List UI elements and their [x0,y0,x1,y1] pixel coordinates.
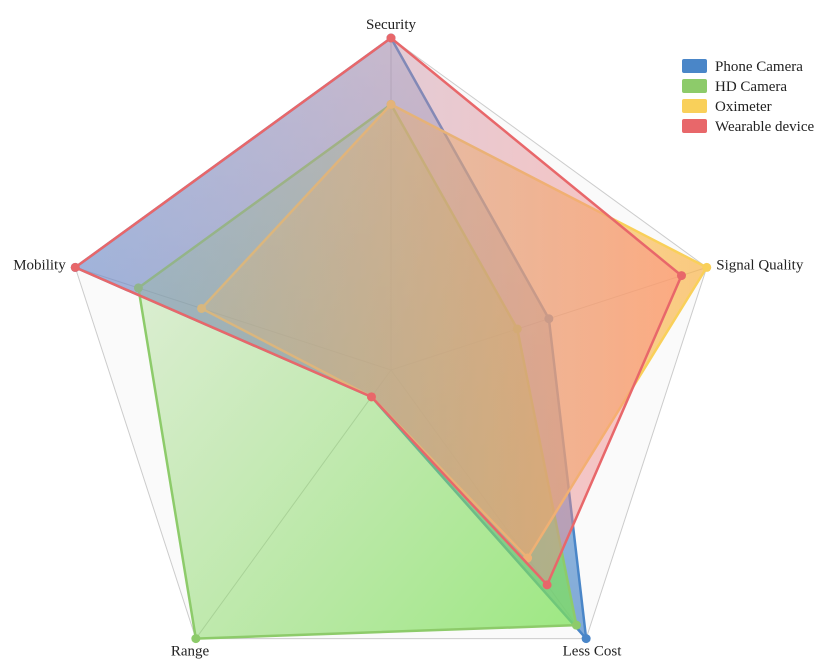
axis-labels: Security Signal Quality Less Cost Range Mobi… [13,17,804,660]
legend-swatch[interactable] [682,79,707,93]
legend-label[interactable]: HD Camera [715,79,787,95]
axis-label: Less Cost [563,644,623,660]
data-point[interactable] [191,634,201,644]
series-layer [70,33,712,644]
data-point[interactable] [571,620,581,630]
axis-label: Mobility [13,257,66,273]
data-point[interactable] [581,634,591,644]
axis-label: Range [171,644,210,660]
data-point[interactable] [366,392,376,402]
legend-label[interactable]: Oximeter [715,99,772,115]
series-area [73,36,683,587]
legend-label[interactable]: Phone Camera [715,59,803,75]
legend: Phone Camera HD Camera Oximeter Wearable de… [682,59,814,135]
data-point[interactable] [676,271,686,281]
series-group [70,33,686,590]
legend-swatch[interactable] [682,59,707,73]
axis-label: Signal Quality [716,257,804,273]
data-point[interactable] [542,580,552,590]
data-point[interactable] [70,262,80,272]
legend-swatch[interactable] [682,99,707,113]
legend-swatch[interactable] [682,119,707,133]
axis-label: Security [366,17,416,33]
data-point[interactable] [702,262,712,272]
data-point[interactable] [386,33,396,43]
legend-label[interactable]: Wearable device [715,119,814,135]
